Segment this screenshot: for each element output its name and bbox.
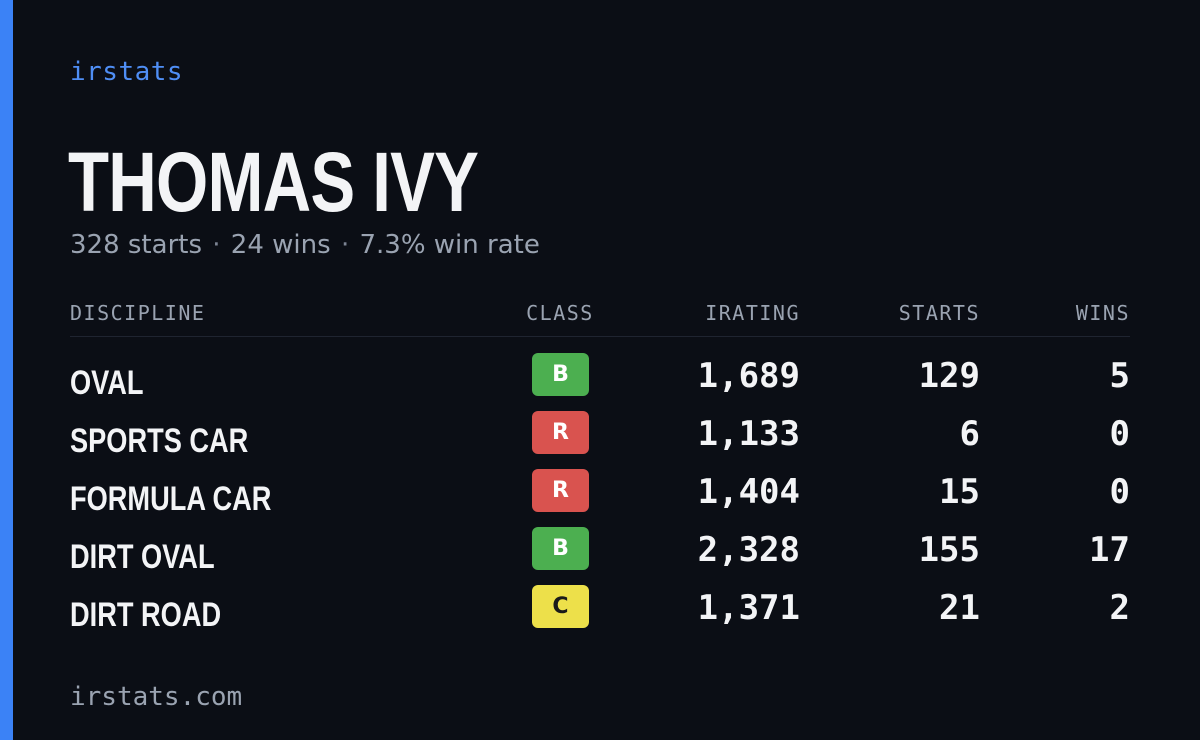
irating-value: 2,328 [697, 530, 800, 570]
winrate-summary: 7.3% win rate [359, 230, 540, 260]
starts-summary: 328 starts [70, 230, 202, 260]
starts-value: 155 [918, 530, 980, 570]
starts-value: 129 [918, 356, 980, 396]
discipline-name: SPORTS CAR [70, 422, 249, 460]
license-class-badge: B [532, 353, 589, 396]
header-wins: WINS [1075, 301, 1130, 325]
wins-value: 5 [1109, 356, 1130, 396]
irating-value: 1,404 [697, 472, 800, 512]
table-row: DIRT OVAL B 2,328 155 17 [70, 527, 1130, 585]
irating-value: 1,133 [697, 414, 800, 454]
table-header: DISCIPLINE CLASS IRATING STARTS WINS [70, 296, 1130, 337]
table-body: OVAL B 1,689 129 5 SPORTS CAR R 1,133 6 … [70, 337, 1130, 643]
wins-value: 0 [1109, 414, 1130, 454]
starts-value: 6 [959, 414, 980, 454]
header-class: CLASS [526, 301, 594, 325]
discipline-name: DIRT ROAD [70, 596, 222, 634]
table-row: SPORTS CAR R 1,133 6 0 [70, 411, 1130, 469]
summary-separator: · [212, 230, 221, 260]
header-irating: IRATING [705, 301, 800, 325]
starts-value: 15 [939, 472, 980, 512]
discipline-name: DIRT OVAL [70, 538, 215, 576]
header-starts: STARTS [898, 301, 980, 325]
discipline-name: OVAL [70, 364, 144, 402]
wins-value: 2 [1109, 588, 1130, 628]
wins-value: 0 [1109, 472, 1130, 512]
irating-value: 1,689 [697, 356, 800, 396]
table-row: FORMULA CAR R 1,404 15 0 [70, 469, 1130, 527]
license-class-badge: R [532, 411, 589, 454]
header-discipline: DISCIPLINE [70, 301, 206, 325]
license-class-badge: R [532, 469, 589, 512]
table-row: OVAL B 1,689 129 5 [70, 353, 1130, 411]
summary-separator: · [340, 230, 350, 260]
driver-summary: 328 starts · 24 wins · 7.3% win rate [70, 228, 540, 262]
license-class-badge: B [532, 527, 589, 570]
table-row: DIRT ROAD C 1,371 21 2 [70, 585, 1130, 643]
brand-logo-text: irstats [70, 57, 184, 87]
license-class-badge: C [532, 585, 589, 628]
driver-name: THOMAS IVY [68, 135, 479, 229]
discipline-stats-table: DISCIPLINE CLASS IRATING STARTS WINS OVA… [70, 296, 1130, 643]
wins-summary: 24 wins [230, 230, 331, 260]
discipline-name: FORMULA CAR [70, 480, 272, 518]
footer-url: irstats.com [70, 682, 243, 712]
wins-value: 17 [1089, 530, 1130, 570]
starts-value: 21 [939, 588, 980, 628]
accent-bar [0, 0, 13, 740]
irating-value: 1,371 [697, 588, 800, 628]
